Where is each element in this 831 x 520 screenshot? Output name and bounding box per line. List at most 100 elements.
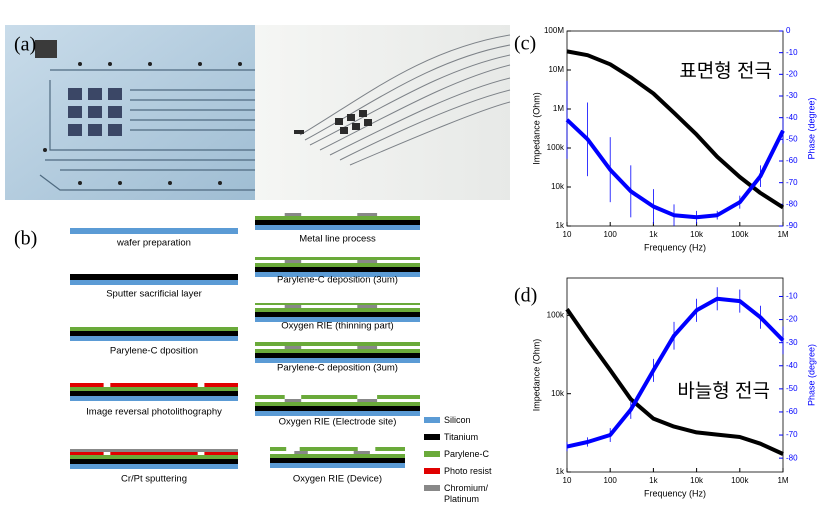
legend-label: Silicon [444,415,471,425]
series-line [566,296,785,449]
layer [255,406,420,411]
layer [270,458,405,463]
annotation: 바늘형 전극 [677,380,770,402]
layer [255,353,420,358]
y-tick-label: 100k [547,143,565,152]
layer [357,213,378,216]
layer [255,402,420,406]
y-tick-label: 1k [556,221,565,230]
layer [284,346,302,349]
y2-tick-label: -80 [786,199,798,208]
layer [255,272,420,277]
step-label: Oxygen RIE (Device) [293,474,382,485]
y-tick-label: 100k [547,310,565,319]
y2-tick-label: -70 [786,430,798,439]
y2-tick-label: -20 [786,69,798,78]
annotation: 표면형 전극 [679,60,772,82]
y2-tick-label: -60 [786,156,798,165]
x-tick-label: 100 [604,230,618,239]
y2-axis-label: Phase (degree) [806,344,816,406]
series-line [566,49,785,210]
y2-tick-label: -80 [786,453,798,462]
y2-tick-label: -30 [786,338,798,347]
layer [70,274,238,280]
layer [357,399,378,402]
y2-tick-label: -60 [786,407,798,416]
x-axis-label: Frequency (Hz) [644,242,706,252]
photo-left [5,25,255,200]
layer [70,336,238,341]
layer [284,399,302,402]
x-tick-label: 10k [690,230,704,239]
x-tick-label: 100k [731,230,749,239]
layer [284,305,302,308]
step-label: Metal line process [299,234,376,245]
layer [301,395,358,399]
layer [70,464,238,469]
legend-swatch [424,485,440,491]
y-tick-label: 1M [553,104,564,113]
layer [70,391,238,396]
x-tick-label: 10k [690,476,704,485]
charts: 10 100 1k 10k 100k 1M 1k 10k 100k 1M 10M 100M 0 -10 -2… [514,26,816,498]
photo-right [255,25,511,200]
layer [255,395,285,399]
layer [299,447,358,451]
y2-tick-label: -30 [786,91,798,100]
step-label: Parylene-C deposition (3um) [277,275,398,286]
layer [110,452,198,455]
step-label: wafer preparation [116,238,191,249]
step-label: Parylene-C deposition (3um) [277,363,398,374]
layer [375,447,405,451]
layer [255,303,420,305]
layer [70,280,238,285]
y2-tick-label: -40 [786,361,798,370]
layer [255,257,420,260]
legend-label: Chromium/ Platinum [444,483,489,504]
layer [255,349,420,353]
layer [70,449,238,452]
step-label: Oxygen RIE (thinning part) [281,321,393,332]
layer [284,213,302,216]
layer [110,383,198,387]
y2-tick-label: 0 [786,26,791,35]
series-line [565,118,785,220]
panel-label: (c) [514,33,536,55]
x-tick-label: 10 [563,230,572,239]
y2-axis-label: Phase (degree) [806,97,816,159]
layer [70,455,238,459]
layer [255,225,420,230]
legend-label: Titanium [444,432,479,442]
layer [377,395,420,399]
layer [357,260,378,263]
y2-tick-label: -10 [786,48,798,57]
y2-tick-label: -50 [786,384,798,393]
panel-label: (d) [514,285,537,307]
legend-swatch [424,434,440,440]
layer [357,346,378,349]
panel-label: (b) [14,228,37,250]
x-tick-label: 100k [731,476,749,485]
layer [255,267,420,272]
layer [204,383,238,387]
x-tick-label: 1M [777,230,788,239]
layer [353,451,370,454]
y-tick-label: 10k [551,389,565,398]
y2-tick-label: -50 [786,134,798,143]
layer [70,331,238,336]
layer [284,260,302,263]
layer [255,263,420,267]
series-line [565,308,784,456]
plot-frame [566,277,784,473]
layer [294,451,308,454]
process-diagram: wafer preparation Sputter sacrificial lay… [70,213,420,485]
layer [255,317,420,322]
layer [70,387,238,391]
legend-swatch [424,468,440,474]
x-tick-label: 100 [604,476,618,485]
layer [70,383,104,387]
x-tick-label: 10 [563,476,572,485]
layer [70,327,238,331]
